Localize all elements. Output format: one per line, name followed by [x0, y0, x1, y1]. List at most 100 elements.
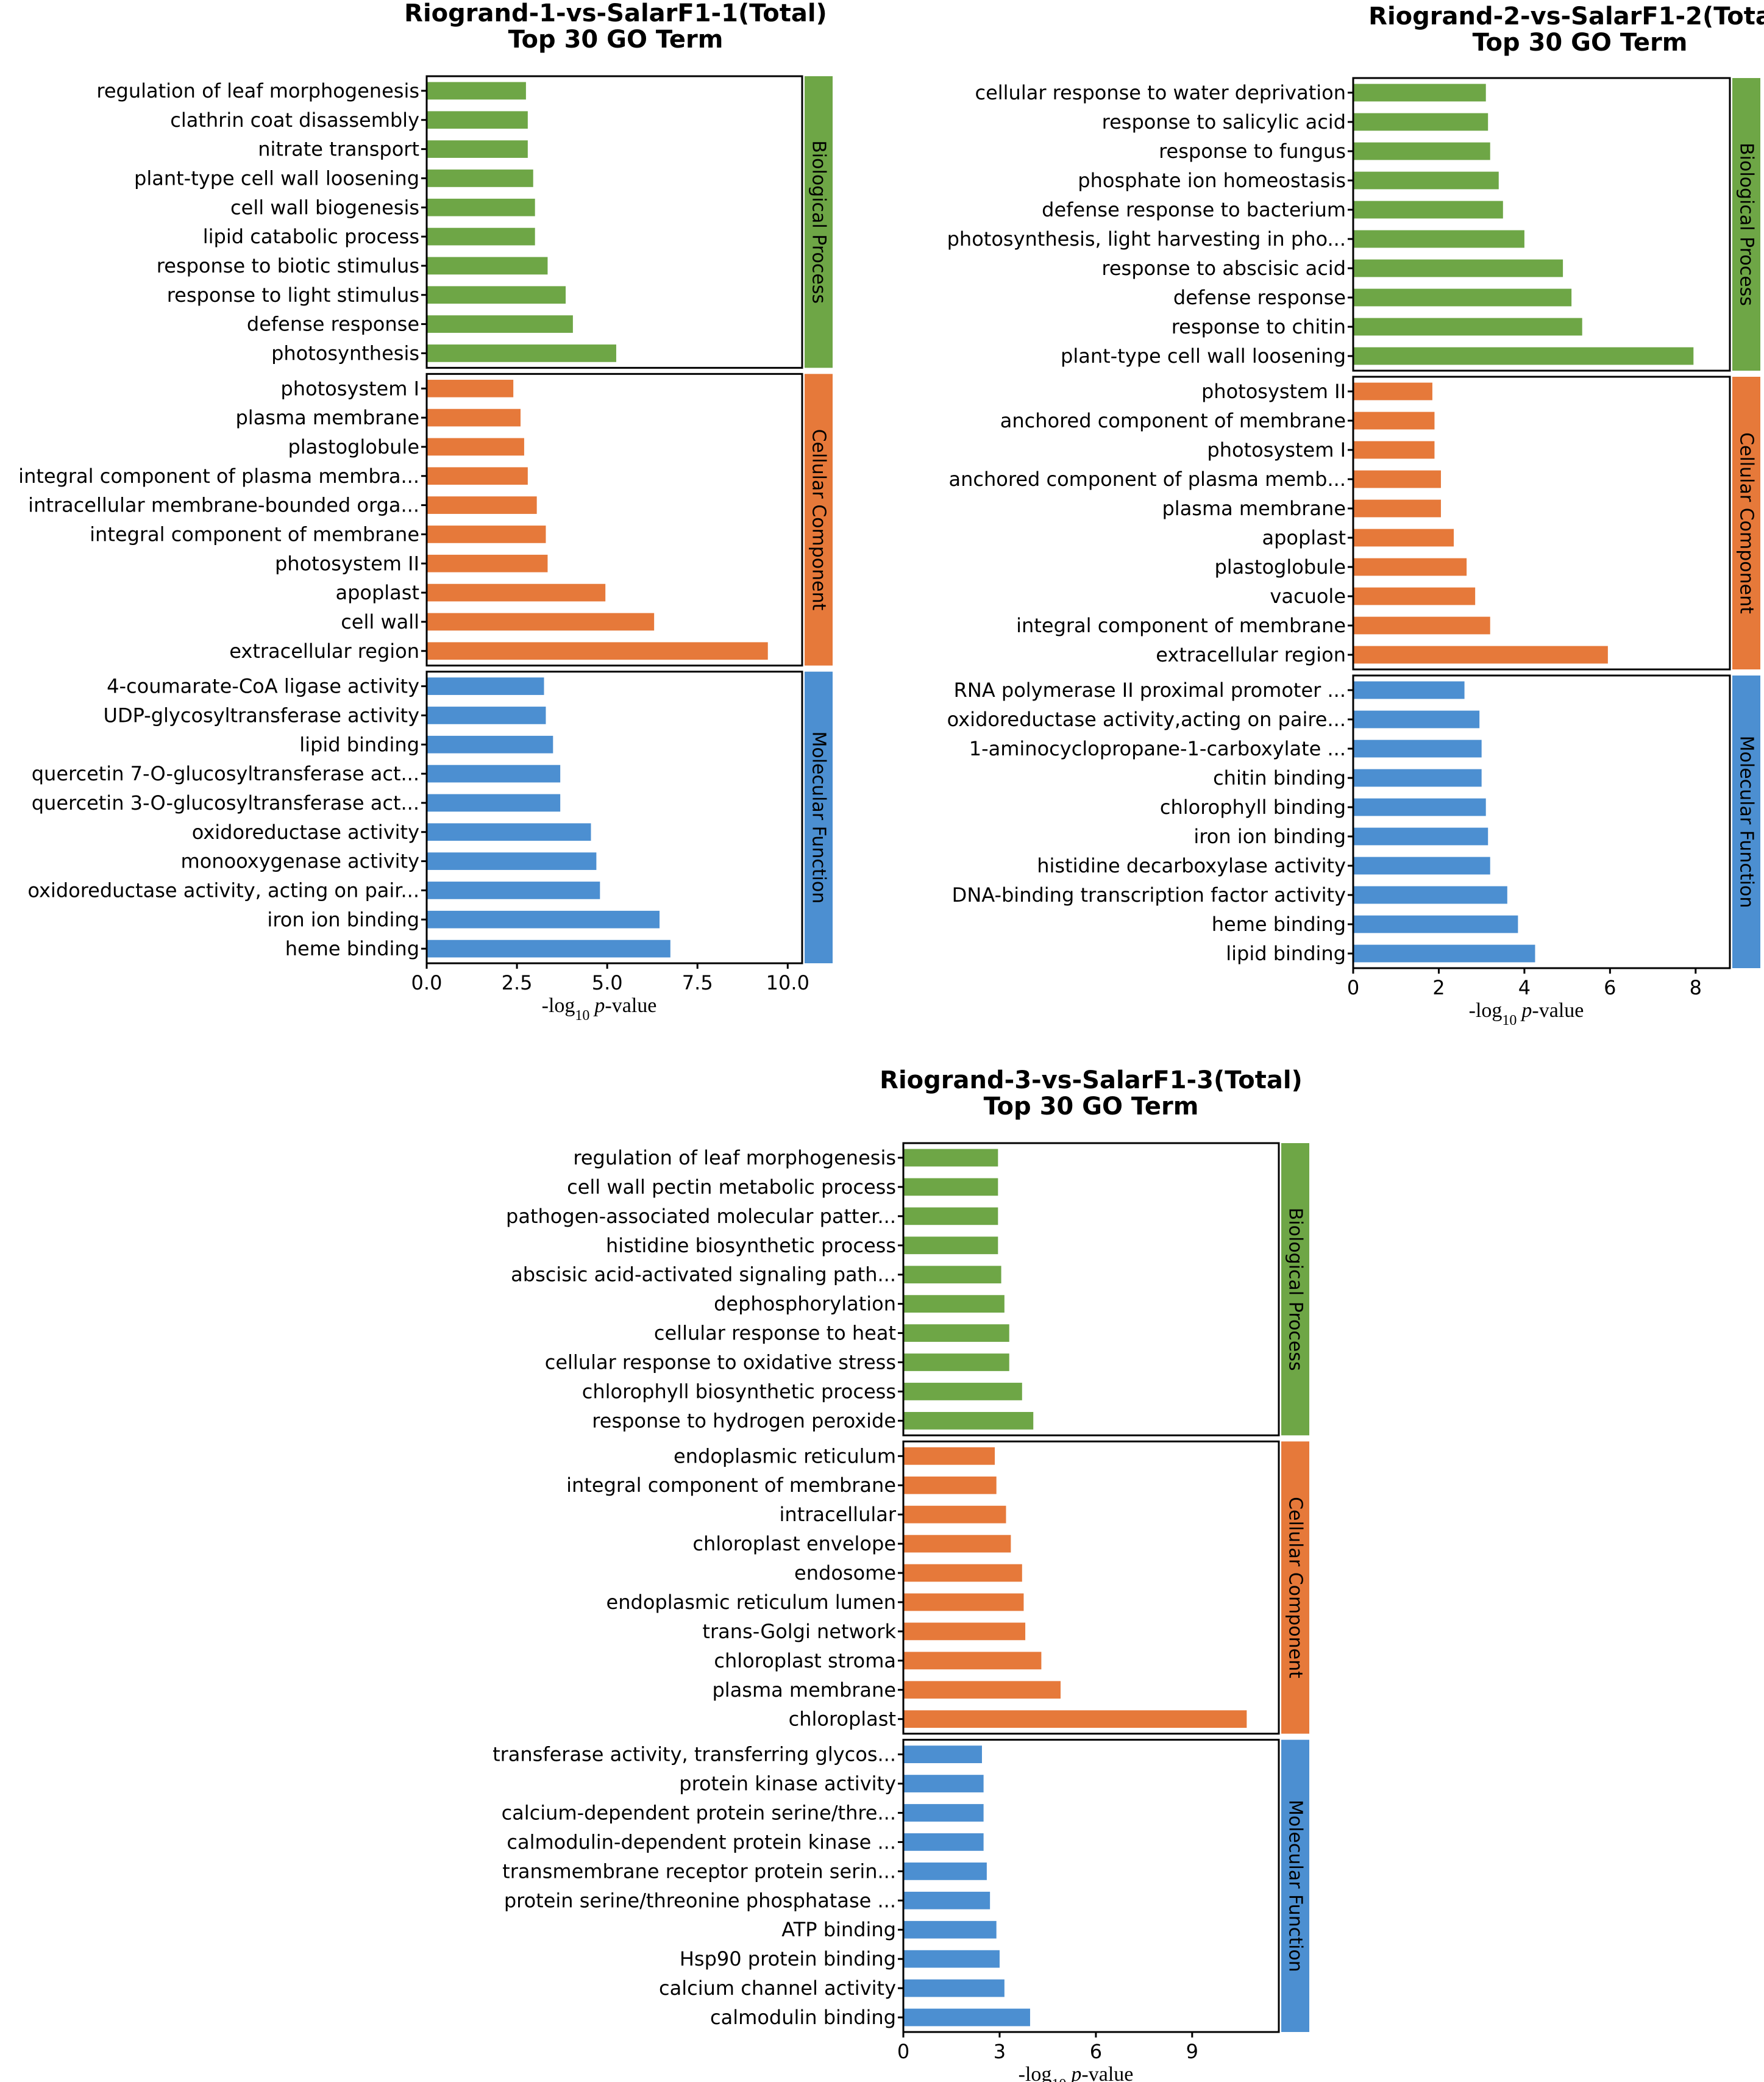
term-label: photosystem II: [1201, 380, 1346, 403]
bar: [1353, 529, 1454, 547]
term-label: Hsp90 protein binding: [680, 1947, 896, 1970]
bar: [427, 765, 561, 783]
bar: [427, 707, 546, 724]
bar: [1353, 587, 1476, 605]
bar: [427, 82, 526, 100]
x-tick-label: 9: [1186, 2040, 1198, 2063]
term-label: photosystem II: [275, 552, 419, 575]
bar: [1353, 470, 1441, 488]
x-tick-label: 5.0: [592, 971, 623, 994]
bar: [903, 1266, 1001, 1284]
bar: [427, 554, 548, 572]
category-label: Cellular Component: [808, 429, 830, 611]
category-label: Biological Process: [1736, 143, 1757, 306]
group-frame: [425, 373, 803, 667]
term-label: endosome: [794, 1561, 896, 1585]
x-tick-label: 0: [897, 2040, 909, 2063]
term-label: regulation of leaf morphogenesis: [96, 79, 419, 102]
chart-title: Riogrand-1-vs-SalarF1-1(Total): [404, 0, 827, 27]
bar: [1353, 113, 1488, 131]
term-label: trans-Golgi network: [702, 1620, 896, 1643]
bar: [427, 169, 533, 187]
category-strip: [805, 374, 833, 666]
term-label: apoplast: [1262, 526, 1346, 549]
term-label: histidine decarboxylase activity: [1037, 854, 1346, 877]
go-group-cellular-component: photosystem II anchored component of memb…: [949, 376, 1760, 671]
term-label: lipid catabolic process: [203, 225, 419, 248]
term-label: calmodulin binding: [710, 2006, 896, 2029]
term-label: plasma membrane: [1162, 497, 1346, 520]
bar: [1353, 886, 1507, 904]
category-strip: [1732, 377, 1760, 669]
category-strip: [1281, 1739, 1309, 2032]
term-label: chitin binding: [1213, 766, 1346, 790]
term-label: cell wall pectin metabolic process: [567, 1175, 896, 1199]
x-tick-label: 4: [1518, 976, 1531, 999]
bar: [1353, 288, 1572, 307]
term-label: iron ion binding: [267, 908, 419, 931]
term-label: protein serine/threonine phosphatase ...: [504, 1889, 896, 1912]
term-label: cellular response to oxidative stress: [545, 1351, 896, 1374]
bar: [903, 1535, 1011, 1553]
chart-subtitle: Top 30 GO Term: [508, 26, 724, 54]
bar: [903, 1804, 984, 1822]
bar: [427, 467, 528, 485]
chart-title: Riogrand-2-vs-SalarF1-2(Total): [1368, 2, 1764, 30]
term-label: transferase activity, transferring glyco…: [493, 1743, 896, 1766]
term-label: chloroplast stroma: [714, 1649, 896, 1672]
term-label: abscisic acid-activated signaling path..…: [511, 1263, 896, 1286]
term-label: 4-coumarate-CoA ligase activity: [107, 675, 419, 698]
group-frame: [425, 75, 803, 369]
category-strip: [805, 671, 833, 963]
term-label: transmembrane receptor protein serin...: [502, 1859, 896, 1883]
bar: [427, 526, 546, 543]
term-label: extracellular region: [1156, 643, 1346, 666]
bar: [1353, 646, 1608, 664]
term-label: lipid binding: [1226, 942, 1346, 965]
bar: [1353, 558, 1467, 576]
bar: [903, 1652, 1042, 1670]
chart-panel-1: Riogrand-1-vs-SalarF1-1(Total)Top 30 GO …: [18, 0, 833, 1024]
bar: [903, 1295, 1005, 1313]
bar: [903, 1979, 1005, 1997]
x-tick-label: 8: [1690, 976, 1702, 999]
chart-subtitle: Top 30 GO Term: [984, 1093, 1199, 1121]
bar: [427, 140, 528, 158]
term-label: plasma membrane: [235, 406, 419, 429]
term-label: cellular response to water deprivation: [975, 81, 1346, 104]
category-label: Cellular Component: [1736, 432, 1757, 614]
go-group-molecular-function: 4-coumarate-CoA ligase activity UDP-glyco…: [27, 671, 833, 964]
bar: [427, 438, 524, 456]
bar: [427, 642, 768, 660]
bar: [427, 677, 544, 695]
x-tick-label: 2.5: [502, 971, 533, 994]
bar: [1353, 318, 1582, 336]
bar: [903, 1745, 982, 1764]
group-frame: [902, 1739, 1280, 2033]
bar: [903, 1891, 990, 1909]
term-label: heme binding: [1212, 913, 1346, 936]
bar: [427, 111, 528, 129]
go-group-molecular-function: RNA polymerase II proximal promoter ... o…: [947, 674, 1760, 969]
bar: [427, 315, 573, 333]
term-label: response to hydrogen peroxide: [592, 1409, 896, 1432]
bar: [427, 939, 670, 958]
term-label: anchored component of plasma memb...: [949, 468, 1346, 491]
bar: [903, 1207, 998, 1225]
bar: [1353, 441, 1435, 459]
term-label: response to salicylic acid: [1102, 110, 1346, 134]
bar: [427, 227, 535, 246]
term-label: cell wall biogenesis: [230, 196, 419, 219]
bar: [1353, 915, 1518, 933]
bar: [903, 1178, 998, 1196]
category-label: Molecular Function: [808, 731, 830, 904]
term-label: response to biotic stimulus: [157, 254, 419, 277]
category-label: Molecular Function: [1736, 736, 1757, 908]
bar: [903, 1593, 1024, 1611]
bar: [1353, 412, 1435, 430]
group-frame: [902, 1142, 1280, 1436]
category-strip: [1732, 78, 1760, 371]
category-label: Biological Process: [1285, 1208, 1306, 1371]
term-label: intracellular membrane-bounded orga...: [28, 494, 419, 517]
